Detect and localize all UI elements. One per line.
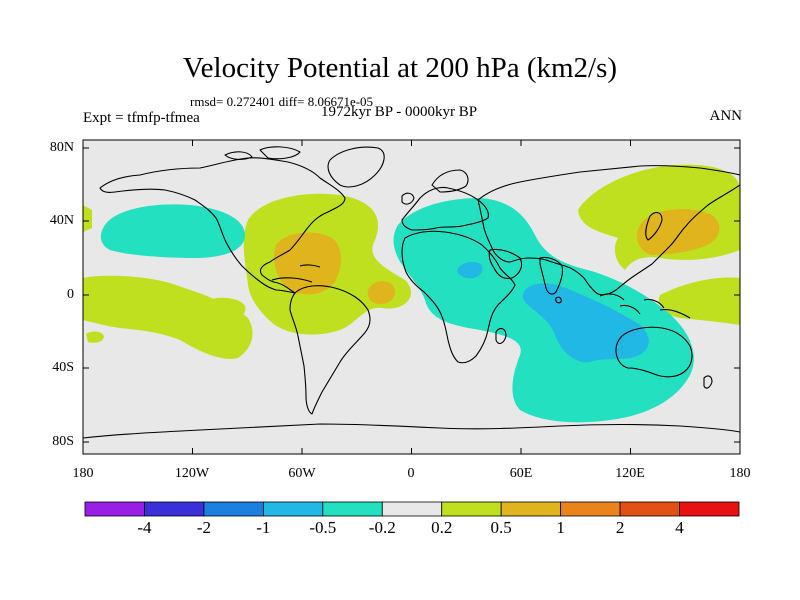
coastlines (83, 146, 740, 439)
y-tick-label: 40S (52, 360, 74, 375)
colorbar-label: 0.2 (431, 518, 453, 537)
y-tick-label: 80N (49, 140, 74, 155)
colorbar-swatch (500, 501, 562, 517)
positive-mid-regions (273, 209, 720, 304)
colorbar-swatch (84, 501, 145, 517)
x-tick-label: 60E (509, 466, 533, 481)
axis-ticks (82, 140, 741, 454)
season-label: ANN (709, 108, 743, 124)
colorbar-label: -1 (256, 518, 271, 537)
colorbar-swatch (619, 501, 680, 517)
colorbar-swatch (322, 501, 383, 517)
colorbar-swatch (679, 501, 740, 517)
colorbar-label: -0.2 (368, 518, 396, 537)
colorbar-label: -4 (137, 518, 152, 537)
colorbar-label: 2 (615, 518, 625, 537)
experiment-label: Expt = tfmfp-tfmea (83, 110, 200, 126)
colorbar-label: -0.5 (309, 518, 337, 537)
colorbar-swatch (262, 501, 324, 517)
colorbar-label: 1 (556, 518, 565, 537)
x-tick-label: 0 (407, 466, 415, 481)
x-tick-label: 60W (288, 466, 316, 481)
y-tick-label: 0 (67, 287, 74, 302)
colorbar-swatch (203, 501, 264, 517)
page-title: Velocity Potential at 200 hPa (km2/s) (182, 52, 618, 84)
y-tick-label: 40N (49, 213, 74, 228)
y-tick-label: 80S (52, 434, 74, 449)
colorbar-label: 4 (675, 518, 684, 537)
colorbar-swatch (144, 501, 205, 517)
x-tick-label: 180 (72, 466, 94, 481)
stats-text: rmsd= 0.272401 diff= 8.06671e-05 (190, 94, 374, 109)
x-tick-label: 120W (174, 466, 210, 481)
colorbar-label: -2 (196, 518, 211, 537)
x-tick-label: 180 (729, 466, 751, 481)
colorbar-swatch (381, 501, 443, 517)
colorbar-swatch (560, 501, 621, 517)
colorbar (84, 501, 740, 517)
period-label: 1972kyr BP - 0000kyr BP (321, 104, 478, 120)
colorbar-label: 0.5 (490, 518, 512, 537)
x-tick-label: 120E (615, 466, 645, 481)
colorbar-swatch (441, 501, 502, 517)
